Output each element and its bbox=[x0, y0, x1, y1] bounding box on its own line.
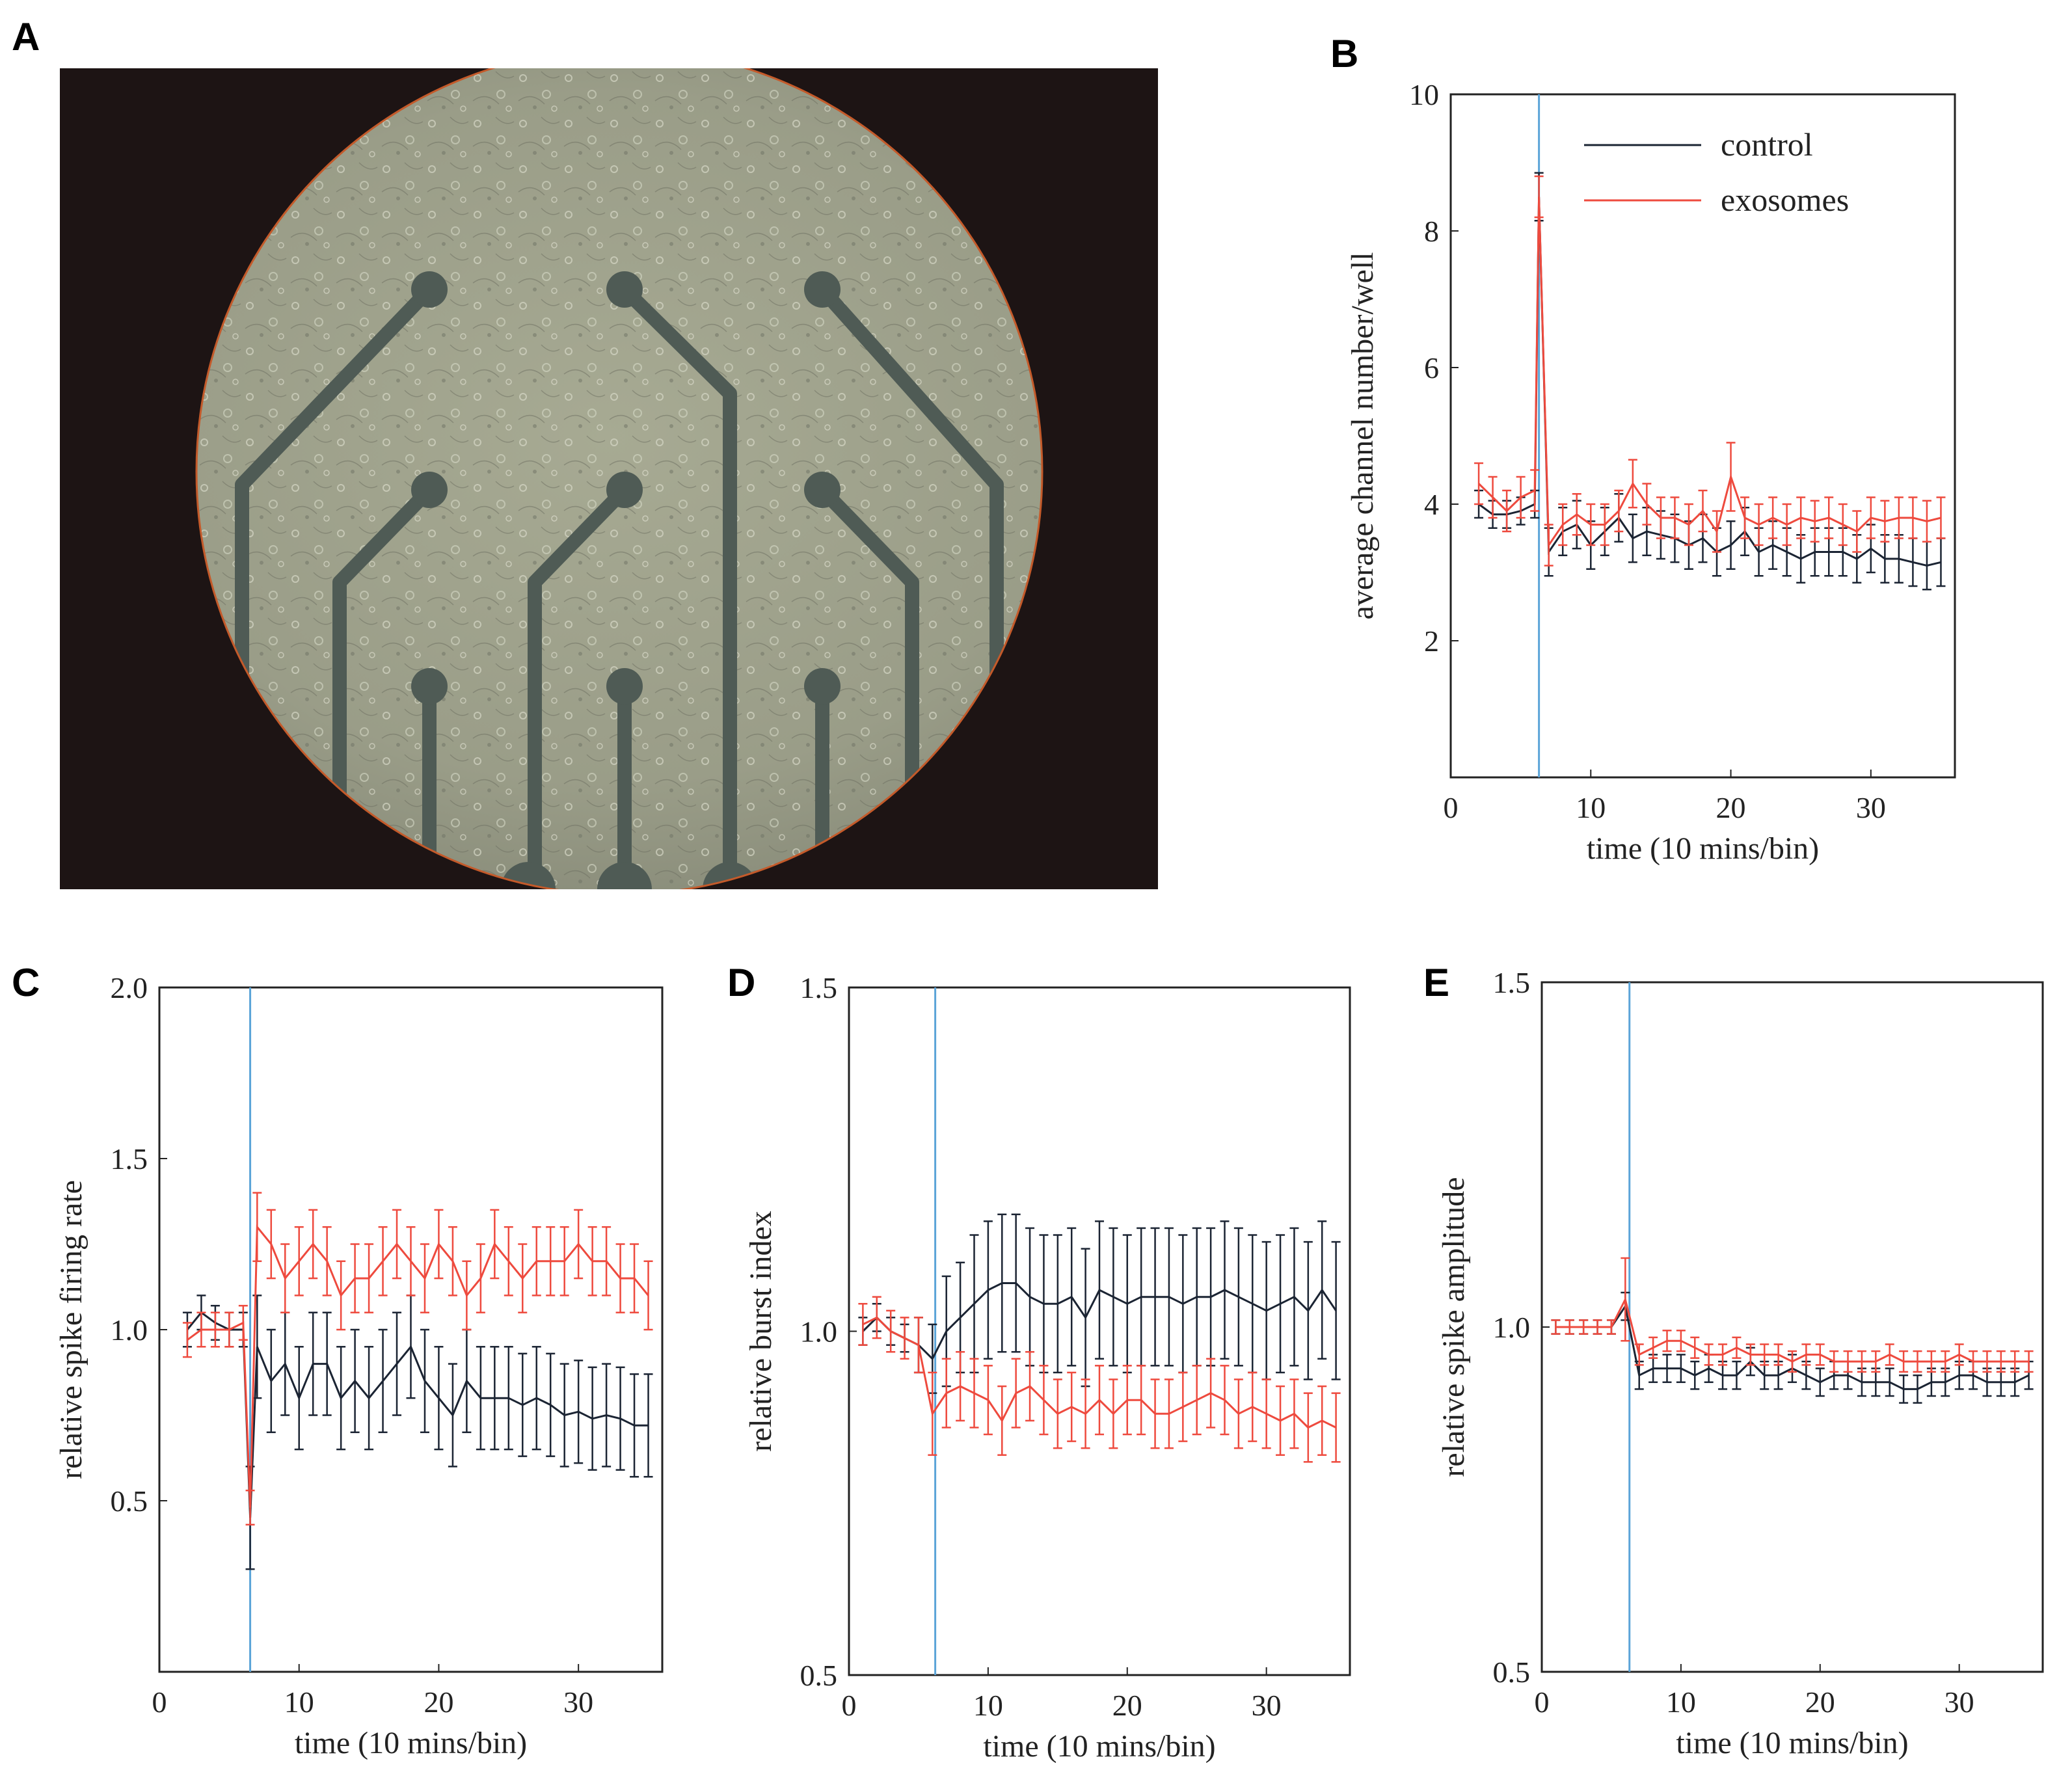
chart-b-xtick-label: 30 bbox=[1856, 791, 1886, 824]
chart-b-frame bbox=[1449, 93, 1956, 779]
chart-e-xtick-label: 0 bbox=[1535, 1685, 1550, 1719]
mea-micrograph bbox=[60, 68, 1158, 889]
panel-d-letter: D bbox=[727, 961, 756, 1004]
chart-c-control-line bbox=[186, 1311, 649, 1518]
chart-d-ytick-label: 0.5 bbox=[800, 1659, 838, 1692]
chart-b-legend-label-exosomes: exosomes bbox=[1721, 181, 1849, 218]
chart-c-ylabel: relative spike firing rate bbox=[54, 1180, 88, 1479]
chart-c-xlabel: time (10 mins/bin) bbox=[295, 1726, 527, 1760]
chart-e-ylabel: relative spike amplitude bbox=[1436, 1177, 1471, 1477]
chart-e-frame bbox=[1541, 981, 2044, 1673]
chart-b-ytick-label: 4 bbox=[1424, 488, 1439, 521]
chart-d-ylabel: relative burst index bbox=[744, 1211, 778, 1452]
chart-e-xtick-label: 30 bbox=[1944, 1685, 1974, 1719]
chart-d-xtick-label: 10 bbox=[973, 1689, 1003, 1722]
chart-b-xtick-label: 10 bbox=[1576, 791, 1606, 824]
chart-b-ytick-label: 6 bbox=[1424, 351, 1439, 384]
chart-c-ytick-label: 1.0 bbox=[111, 1313, 148, 1347]
chart-b-exosomes-line bbox=[1478, 196, 1941, 548]
chart-e-ytick-label: 1.5 bbox=[1493, 966, 1531, 999]
chart-d-xtick-label: 20 bbox=[1112, 1689, 1142, 1722]
chart-b-ytick-label: 2 bbox=[1424, 624, 1439, 658]
chart-e-xlabel: time (10 mins/bin) bbox=[1676, 1726, 1908, 1760]
chart-e-exosomes-line bbox=[1555, 1296, 2029, 1363]
chart-c-ytick-label: 1.5 bbox=[111, 1142, 148, 1175]
chart-d-xlabel: time (10 mins/bin) bbox=[983, 1729, 1215, 1764]
panel-b-letter: B bbox=[1330, 32, 1359, 75]
chart-e-xtick-label: 10 bbox=[1666, 1685, 1696, 1719]
chart-c-xtick-label: 20 bbox=[424, 1685, 453, 1719]
chart-b-ytick-label: 10 bbox=[1409, 78, 1439, 111]
chart-d-xtick-label: 0 bbox=[842, 1689, 857, 1722]
chart-d-xtick-label: 30 bbox=[1252, 1689, 1282, 1722]
chart-d-control-line bbox=[862, 1282, 1337, 1361]
culture-well bbox=[196, 68, 1042, 889]
chart-b-xtick-label: 0 bbox=[1444, 791, 1459, 824]
panel-a-letter: A bbox=[12, 15, 40, 59]
chart-b-legend-label-control: control bbox=[1721, 126, 1813, 163]
chart-e-xtick-label: 20 bbox=[1805, 1685, 1835, 1719]
panel-e-letter: E bbox=[1423, 961, 1450, 1004]
chart-d-exosomes-line bbox=[862, 1316, 1337, 1429]
chart-b-ytick-label: 8 bbox=[1424, 215, 1439, 248]
well-rim bbox=[195, 68, 1043, 889]
chart-d-ytick-label: 1.0 bbox=[800, 1315, 838, 1349]
chart-e-ytick-label: 0.5 bbox=[1493, 1656, 1531, 1689]
panel-c-letter: C bbox=[12, 961, 40, 1004]
chart-b-xtick-label: 20 bbox=[1716, 791, 1746, 824]
chart-c-xtick-label: 10 bbox=[284, 1685, 314, 1719]
chart-e-ytick-label: 1.0 bbox=[1493, 1311, 1531, 1344]
chart-c-ytick-label: 2.0 bbox=[111, 971, 148, 1004]
chart-c-xtick-label: 0 bbox=[152, 1685, 167, 1719]
chart-d-ytick-label: 1.5 bbox=[800, 971, 838, 1004]
chart-b-ylabel: average channel number/well bbox=[1345, 252, 1380, 619]
chart-c-xtick-label: 30 bbox=[563, 1685, 593, 1719]
chart-c-exosomes-line bbox=[187, 1224, 649, 1508]
chart-c-ytick-label: 0.5 bbox=[111, 1484, 148, 1518]
chart-b-xlabel: time (10 mins/bin) bbox=[1587, 831, 1819, 866]
